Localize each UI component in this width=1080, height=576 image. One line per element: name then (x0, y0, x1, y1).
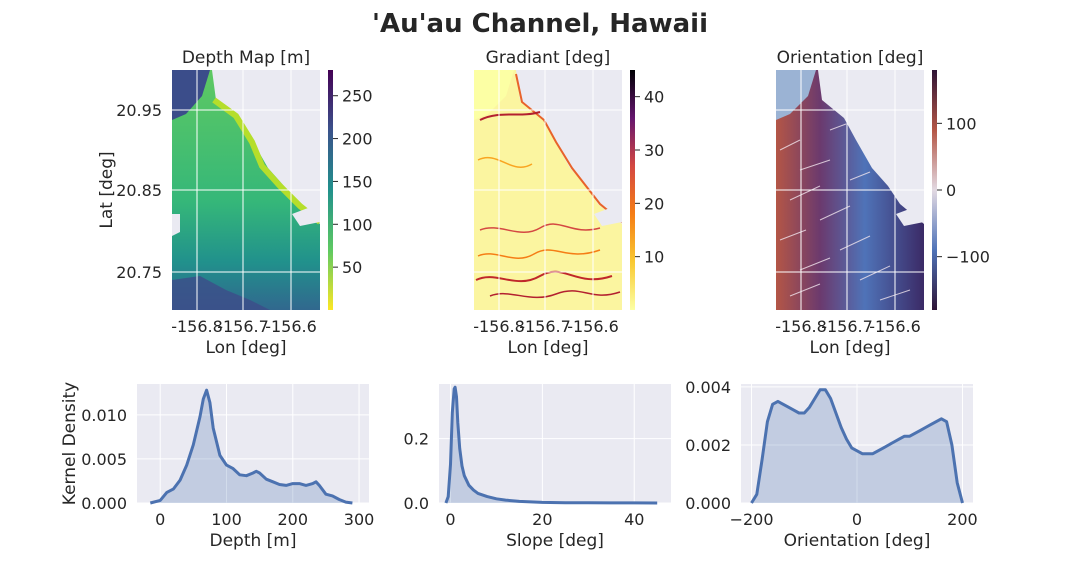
orientation-map-xlabel: Lon [deg] (809, 338, 890, 358)
kde-xtick-label: 100 (211, 510, 242, 529)
depth-map-ytick: 20.75 (116, 263, 162, 282)
depth-colorbar (328, 70, 333, 310)
gradient-ridge (479, 111, 541, 121)
kde-xlabel: Slope [deg] (506, 531, 604, 551)
depth-kde-plot: 0 100 200 300 0.000 0.005 0.010 Depth [m] Kernel… (60, 382, 374, 551)
kde-axes-background (439, 384, 671, 503)
colorbar-tick-label: 20 (644, 194, 664, 213)
depth-land-patch (292, 208, 320, 226)
kde-xtick-label: 300 (344, 510, 375, 529)
gradient-ridge (477, 157, 533, 168)
kde-xtick-label: 0 (155, 510, 165, 529)
orientation-flat-area (776, 70, 816, 120)
kde-line (750, 388, 964, 504)
kde-ytick-label: 0.000 (81, 494, 127, 513)
orientation-colorbar (932, 70, 937, 310)
kde-line (444, 385, 658, 505)
orientation-map-xtick: -156.7 (821, 317, 873, 336)
gradient-ridge (489, 290, 621, 299)
colorbar-tick-label: 30 (644, 141, 664, 160)
kde-ylabel: Kernel Density (60, 382, 80, 505)
depth-map-ytick: 20.95 (116, 101, 162, 120)
depth-map-panel: Depth Map [m] -156.8 -156.7 -156.6 20.95… (97, 48, 373, 358)
kde-ytick-label: 0.000 (685, 494, 731, 513)
colorbar-tick-label: 150 (342, 172, 373, 191)
orientation-colorbar-ticks: 100 0 −100 (937, 114, 990, 267)
slope-kde-plot: 0 20 40 0.0 0.2 Slope [deg] (404, 384, 671, 551)
kde-area (445, 387, 658, 503)
kde-xtick-label: 0 (445, 510, 455, 529)
kde-ytick-label: 0.0 (404, 494, 429, 513)
depth-map-ytick: 20.85 (116, 181, 162, 200)
gradient-ridge (475, 270, 613, 283)
kde-ytick-label: 0.004 (685, 378, 731, 397)
kde-xlabel: Depth [m] (209, 531, 296, 551)
kde-axes-background (137, 384, 369, 503)
gradient-map-xtick: -156.7 (519, 317, 571, 336)
kde-ytick-label: 0.010 (81, 406, 127, 425)
gradient-land-patch (594, 208, 622, 226)
kde-xtick-label: 200 (947, 510, 978, 529)
gradient-ridge (515, 73, 622, 223)
orientation-texture (779, 123, 911, 301)
kde-ytick-label: 0.005 (81, 450, 127, 469)
colorbar-tick-label: 10 (644, 248, 664, 267)
gradient-map-panel: Gradiant [deg] -156.8 -156.7 -156.6 Lon … (473, 48, 664, 358)
kde-area (751, 389, 963, 503)
kde-xtick-label: 200 (277, 510, 308, 529)
colorbar-tick-label: 0 (946, 181, 956, 200)
orientation-map-title: Orientation [deg] (777, 48, 924, 68)
orientation-land-patch (896, 208, 924, 226)
depth-map-xtick: -156.8 (171, 317, 223, 336)
gradient-map-xtick: -156.8 (473, 317, 525, 336)
gradient-colorbar (630, 70, 635, 310)
gradient-map-title: Gradiant [deg] (486, 48, 611, 68)
colorbar-tick-label: 100 (946, 114, 977, 133)
kde-line (149, 388, 353, 505)
orientation-kde-plot: −200 0 200 0.000 0.002 0.004 Orientation [deg] (685, 378, 978, 551)
colorbar-tick-label: −100 (946, 248, 990, 267)
orientation-map-xtick: -156.8 (775, 317, 827, 336)
depth-colorbar-ticks: 50 100 150 200 250 (333, 87, 373, 277)
depth-deep-water (172, 70, 210, 120)
kde-xlabel: Orientation [deg] (784, 531, 931, 551)
colorbar-tick-label: 100 (342, 215, 373, 234)
gradient-map-xtick: -156.6 (567, 317, 619, 336)
depth-map-ylabel: Lat [deg] (97, 151, 117, 228)
depth-land-patch (172, 214, 180, 236)
depth-map-xtick: -156.6 (265, 317, 317, 336)
figure-title: 'Au'au Channel, Hawaii (372, 9, 708, 39)
depth-map-xtick: -156.7 (217, 317, 269, 336)
colorbar-tick-label: 200 (342, 130, 373, 149)
kde-xtick-label: 40 (624, 510, 644, 529)
gradient-flat-area (474, 70, 514, 120)
gradient-ridge (477, 249, 601, 259)
kde-xtick-label: 0 (852, 510, 862, 529)
gradient-ridge (479, 223, 601, 233)
colorbar-tick-label: 50 (342, 258, 362, 277)
colorbar-tick-label: 250 (342, 87, 373, 106)
orientation-map-panel: Orientation [deg] -156.8 -156.7 -156.6 L… (775, 48, 990, 358)
gradient-map-xlabel: Lon [deg] (507, 338, 588, 358)
depth-map-xlabel: Lon [deg] (205, 338, 286, 358)
kde-xtick-label: −200 (730, 510, 774, 529)
orientation-map-xtick: -156.6 (869, 317, 921, 336)
gradient-colorbar-ticks: 10 20 30 40 (635, 88, 664, 267)
kde-ytick-label: 0.002 (685, 436, 731, 455)
kde-ytick-label: 0.2 (404, 430, 429, 449)
depth-map-title: Depth Map [m] (182, 48, 310, 68)
depth-shallow-edge (212, 97, 320, 225)
kde-xtick-label: 20 (532, 510, 552, 529)
colorbar-tick-label: 40 (644, 88, 664, 107)
